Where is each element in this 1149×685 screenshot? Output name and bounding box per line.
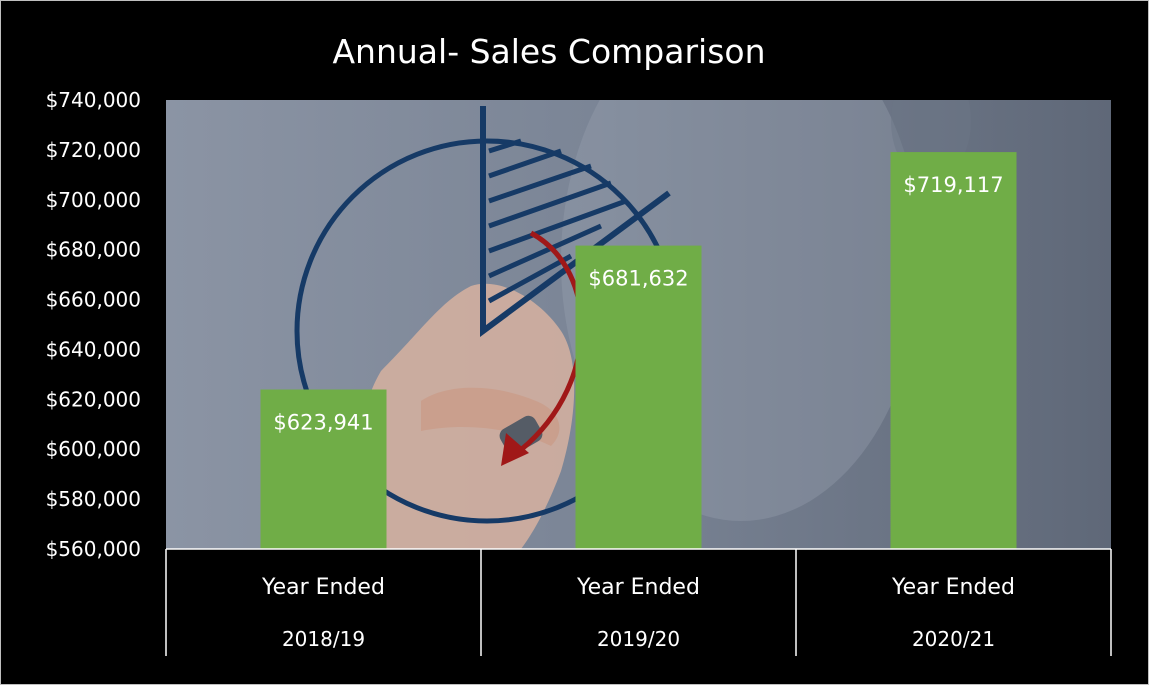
x-tick-label: Year Ended bbox=[576, 575, 700, 600]
x-tick-sublabel: 2020/21 bbox=[912, 627, 995, 651]
data-label: $681,632 bbox=[588, 267, 688, 291]
x-tick-label: Year Ended bbox=[261, 575, 385, 600]
y-tick-label: $640,000 bbox=[46, 337, 141, 361]
y-tick-label: $660,000 bbox=[46, 288, 141, 312]
data-labels: $623,941 $681,632 $719,117 bbox=[273, 173, 1003, 434]
y-tick-label: $620,000 bbox=[46, 387, 141, 411]
bar bbox=[575, 245, 702, 549]
y-tick-label: $700,000 bbox=[46, 188, 141, 212]
bar bbox=[890, 152, 1017, 549]
data-label: $719,117 bbox=[903, 173, 1003, 197]
y-axis-ticks: $560,000 $580,000 $600,000 $620,000 $640,000… bbox=[46, 88, 141, 561]
y-tick-label: $680,000 bbox=[46, 238, 141, 262]
y-tick-label: $560,000 bbox=[46, 537, 141, 561]
x-axis: Year Ended 2018/19 Year Ended 2019/20 Year E… bbox=[165, 548, 1112, 656]
y-tick-label: $600,000 bbox=[46, 437, 141, 461]
chart-title: Annual- Sales Comparison bbox=[332, 32, 765, 71]
y-tick-label: $580,000 bbox=[46, 487, 141, 511]
x-tick-label: Year Ended bbox=[891, 575, 1015, 600]
y-tick-label: $720,000 bbox=[46, 138, 141, 162]
y-tick-label: $740,000 bbox=[46, 88, 141, 112]
bar-series bbox=[260, 152, 1017, 549]
bar bbox=[260, 389, 387, 549]
x-tick-sublabel: 2018/19 bbox=[282, 627, 365, 651]
x-tick-sublabel: 2019/20 bbox=[597, 627, 680, 651]
data-label: $623,941 bbox=[273, 411, 373, 435]
